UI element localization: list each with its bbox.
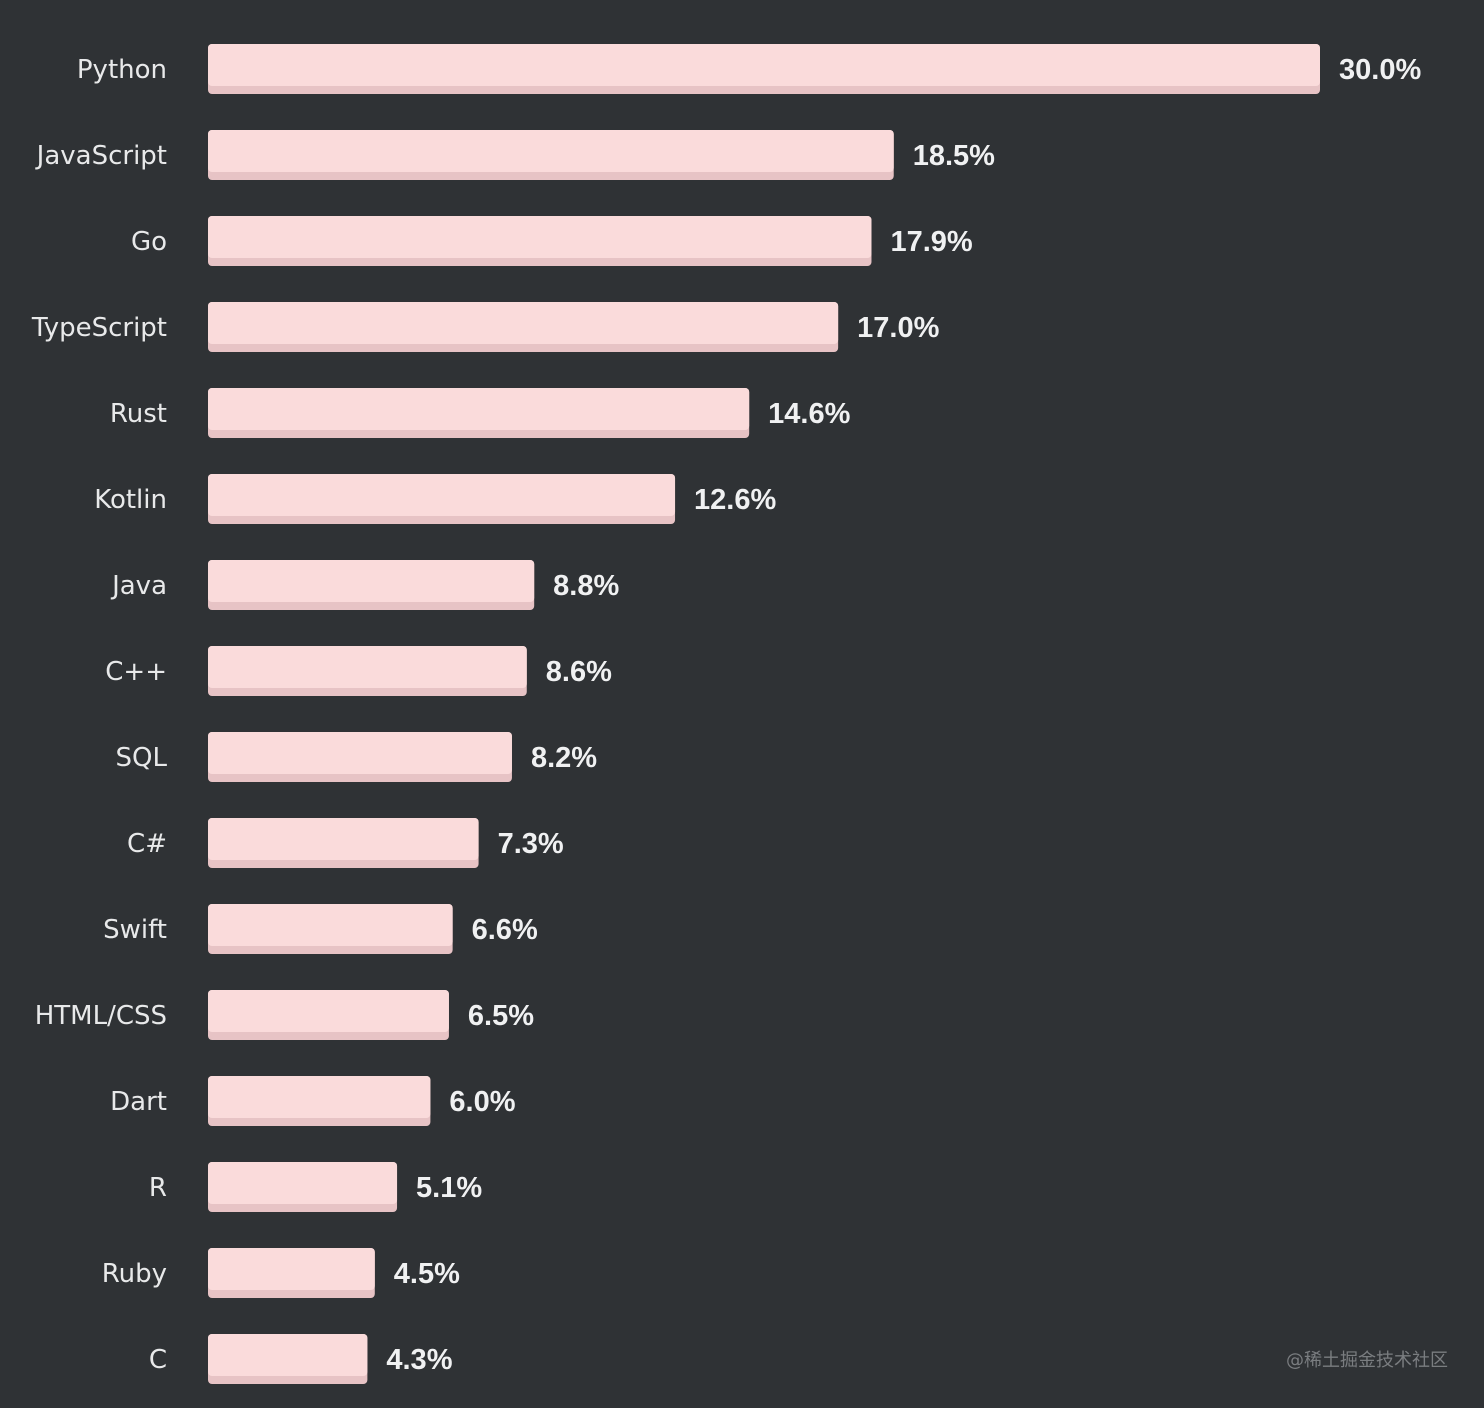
category-label: Dart: [110, 1087, 167, 1117]
category-label: C#: [127, 829, 167, 859]
watermark: @稀土掘金技术社区: [1286, 1350, 1448, 1371]
category-label: C: [149, 1345, 167, 1375]
value-label: 14.6%: [768, 398, 850, 430]
bar-row-9: C# 7.3%: [127, 818, 564, 868]
value-label: 8.8%: [553, 570, 619, 602]
value-label: 18.5%: [913, 140, 995, 172]
category-label: Python: [77, 55, 167, 85]
bar-row-6: Java 8.8%: [110, 560, 620, 610]
value-label: 6.5%: [468, 1000, 534, 1032]
category-label: Kotlin: [94, 485, 167, 515]
bar: [208, 302, 839, 344]
value-label: 17.0%: [857, 312, 939, 344]
value-label: 8.2%: [531, 742, 597, 774]
bar: [208, 1162, 398, 1204]
bar-row-7: C++ 8.6%: [105, 646, 612, 696]
bar: [208, 130, 894, 172]
bar-row-11: HTML/CSS 6.5%: [35, 990, 534, 1040]
category-label: Go: [131, 227, 167, 257]
bar-row-12: Dart 6.0%: [110, 1076, 516, 1126]
value-label: 8.6%: [546, 656, 612, 688]
bar-row-1: JavaScript 18.5%: [35, 130, 995, 180]
bar-row-14: Ruby 4.5%: [102, 1248, 460, 1298]
category-label: R: [149, 1173, 167, 1203]
category-label: HTML/CSS: [35, 1001, 167, 1031]
value-label: 17.9%: [890, 226, 972, 258]
bar: [208, 560, 535, 602]
value-label: 6.0%: [449, 1086, 515, 1118]
bar: [208, 990, 449, 1032]
bar: [208, 474, 676, 516]
category-label: Ruby: [102, 1259, 167, 1289]
bar: [208, 646, 527, 688]
bar: [208, 818, 479, 860]
category-label: SQL: [116, 743, 168, 773]
category-label: Java: [110, 571, 167, 601]
category-label: TypeScript: [31, 313, 167, 343]
value-label: 6.6%: [472, 914, 538, 946]
bar: [208, 904, 453, 946]
bar-row-0: Python 30.0%: [77, 44, 1421, 94]
bar: [208, 44, 1320, 86]
bar-row-8: SQL 8.2%: [116, 732, 597, 782]
category-label: JavaScript: [35, 141, 167, 171]
bar: [208, 388, 750, 430]
value-label: 7.3%: [498, 828, 564, 860]
bar: [208, 732, 512, 774]
bar: [208, 1334, 368, 1376]
value-label: 5.1%: [416, 1172, 482, 1204]
bar-row-3: TypeScript 17.0%: [31, 302, 940, 352]
bar: [208, 216, 872, 258]
category-label: Swift: [103, 915, 167, 945]
bar-row-15: C 4.3%: [149, 1334, 453, 1384]
bar-row-10: Swift 6.6%: [103, 904, 538, 954]
value-label: 12.6%: [694, 484, 776, 516]
category-label: C++: [105, 657, 167, 687]
bar-row-2: Go 17.9%: [131, 216, 973, 266]
value-label: 4.5%: [394, 1258, 460, 1290]
bar-row-13: R 5.1%: [149, 1162, 482, 1212]
bar: [208, 1248, 375, 1290]
category-label: Rust: [110, 399, 167, 429]
bar: [208, 1076, 431, 1118]
value-label: 30.0%: [1339, 54, 1421, 86]
bar-row-5: Kotlin 12.6%: [94, 474, 776, 524]
bar-row-4: Rust 14.6%: [110, 388, 851, 438]
value-label: 4.3%: [386, 1344, 452, 1376]
